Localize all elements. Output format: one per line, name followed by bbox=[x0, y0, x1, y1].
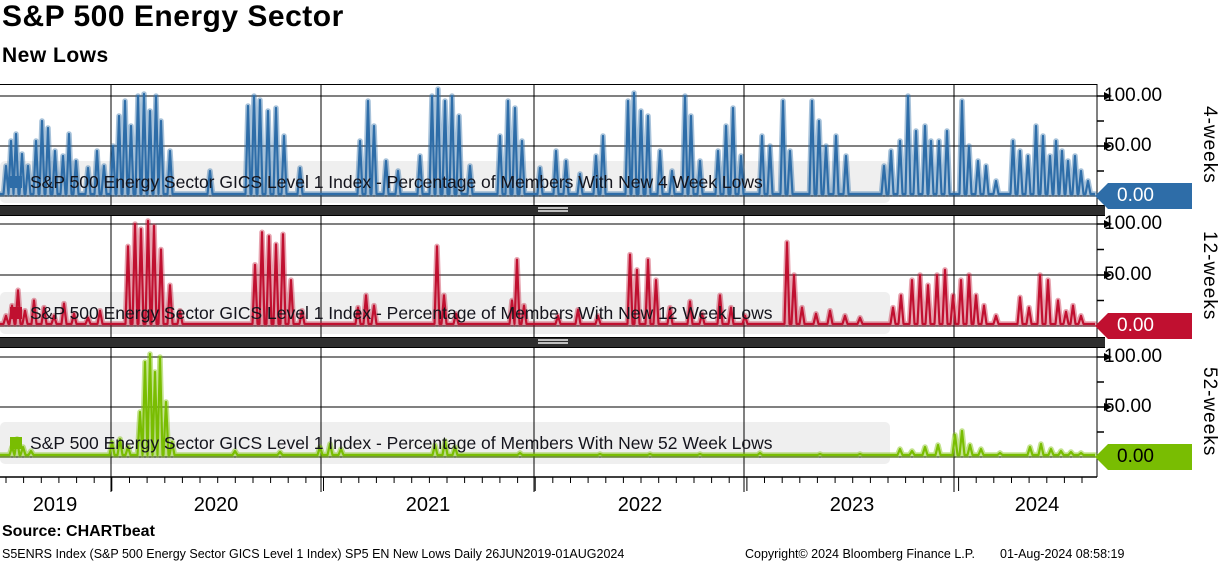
last-value-tag-12-weeks: 0.00 bbox=[1095, 313, 1192, 339]
ytick-100-4-weeks: 100.00 bbox=[1104, 85, 1163, 106]
panel-separator-1 bbox=[0, 205, 1105, 216]
legend-label-4-weeks: S&P 500 Energy Sector GICS Level 1 Index… bbox=[30, 171, 763, 192]
footer-source: Source: CHARTbeat bbox=[2, 523, 155, 540]
legend-marker-12-weeks bbox=[10, 307, 22, 319]
x-tick-2020: 2020 bbox=[193, 494, 239, 516]
page-title: S&P 500 Energy Sector bbox=[2, 0, 344, 33]
separator-grip-icon[interactable] bbox=[537, 339, 568, 344]
plot-area-52-weeks[interactable] bbox=[0, 346, 1224, 492]
ytick-50-52-weeks: 50.00 bbox=[1104, 396, 1152, 417]
footer-copyright: Copyright© 2024 Bloomberg Finance L.P. bbox=[745, 547, 975, 561]
legend-label-52-weeks: S&P 500 Energy Sector GICS Level 1 Index… bbox=[30, 432, 773, 453]
legend-12-weeks[interactable]: S&P 500 Energy Sector GICS Level 1 Index… bbox=[0, 292, 773, 334]
x-tick-2019: 2019 bbox=[32, 494, 78, 516]
last-value-tag-52-weeks: 0.00 bbox=[1095, 444, 1192, 470]
plot-area-12-weeks[interactable] bbox=[0, 214, 1224, 337]
ytick-100-52-weeks: 100.00 bbox=[1104, 346, 1163, 367]
last-value-tag-4-weeks: 0.00 bbox=[1095, 183, 1192, 209]
legend-4-weeks[interactable]: S&P 500 Energy Sector GICS Level 1 Index… bbox=[0, 161, 763, 203]
ytick-50-12-weeks: 50.00 bbox=[1104, 264, 1152, 285]
x-tick-2023: 2023 bbox=[829, 494, 875, 516]
legend-52-weeks[interactable]: S&P 500 Energy Sector GICS Level 1 Index… bbox=[0, 422, 773, 464]
plot-area-4-weeks[interactable] bbox=[0, 84, 1224, 205]
ytick-50-4-weeks: 50.00 bbox=[1104, 135, 1152, 156]
legend-marker-52-weeks bbox=[10, 437, 22, 449]
panel-axis-label-12-weeks: 12-weeks bbox=[1199, 230, 1220, 321]
panel-axis-label-52-weeks: 52-weeks bbox=[1199, 366, 1220, 457]
panel-axis-label-4-weeks: 4-weeks bbox=[1199, 105, 1220, 184]
footer-timestamp: 01-Aug-2024 08:58:19 bbox=[1000, 547, 1125, 561]
page-subtitle: New Lows bbox=[2, 44, 109, 67]
legend-band bbox=[0, 161, 890, 203]
series-line-4-weeks bbox=[0, 87, 1095, 196]
panel-separator-2 bbox=[0, 337, 1105, 348]
x-tick-2024: 2024 bbox=[1014, 494, 1060, 516]
legend-label-12-weeks: S&P 500 Energy Sector GICS Level 1 Index… bbox=[30, 302, 773, 323]
x-tick-2022: 2022 bbox=[617, 494, 663, 516]
ytick-100-12-weeks: 100.00 bbox=[1104, 213, 1163, 234]
series-line-12-weeks bbox=[0, 219, 1095, 326]
footer-description: S5ENRS Index (S&P 500 Energy Sector GICS… bbox=[2, 547, 625, 561]
separator-grip-icon[interactable] bbox=[537, 207, 568, 212]
series-line-52-weeks bbox=[0, 352, 1095, 457]
x-tick-2021: 2021 bbox=[405, 494, 451, 516]
legend-marker-4-weeks bbox=[10, 176, 22, 188]
